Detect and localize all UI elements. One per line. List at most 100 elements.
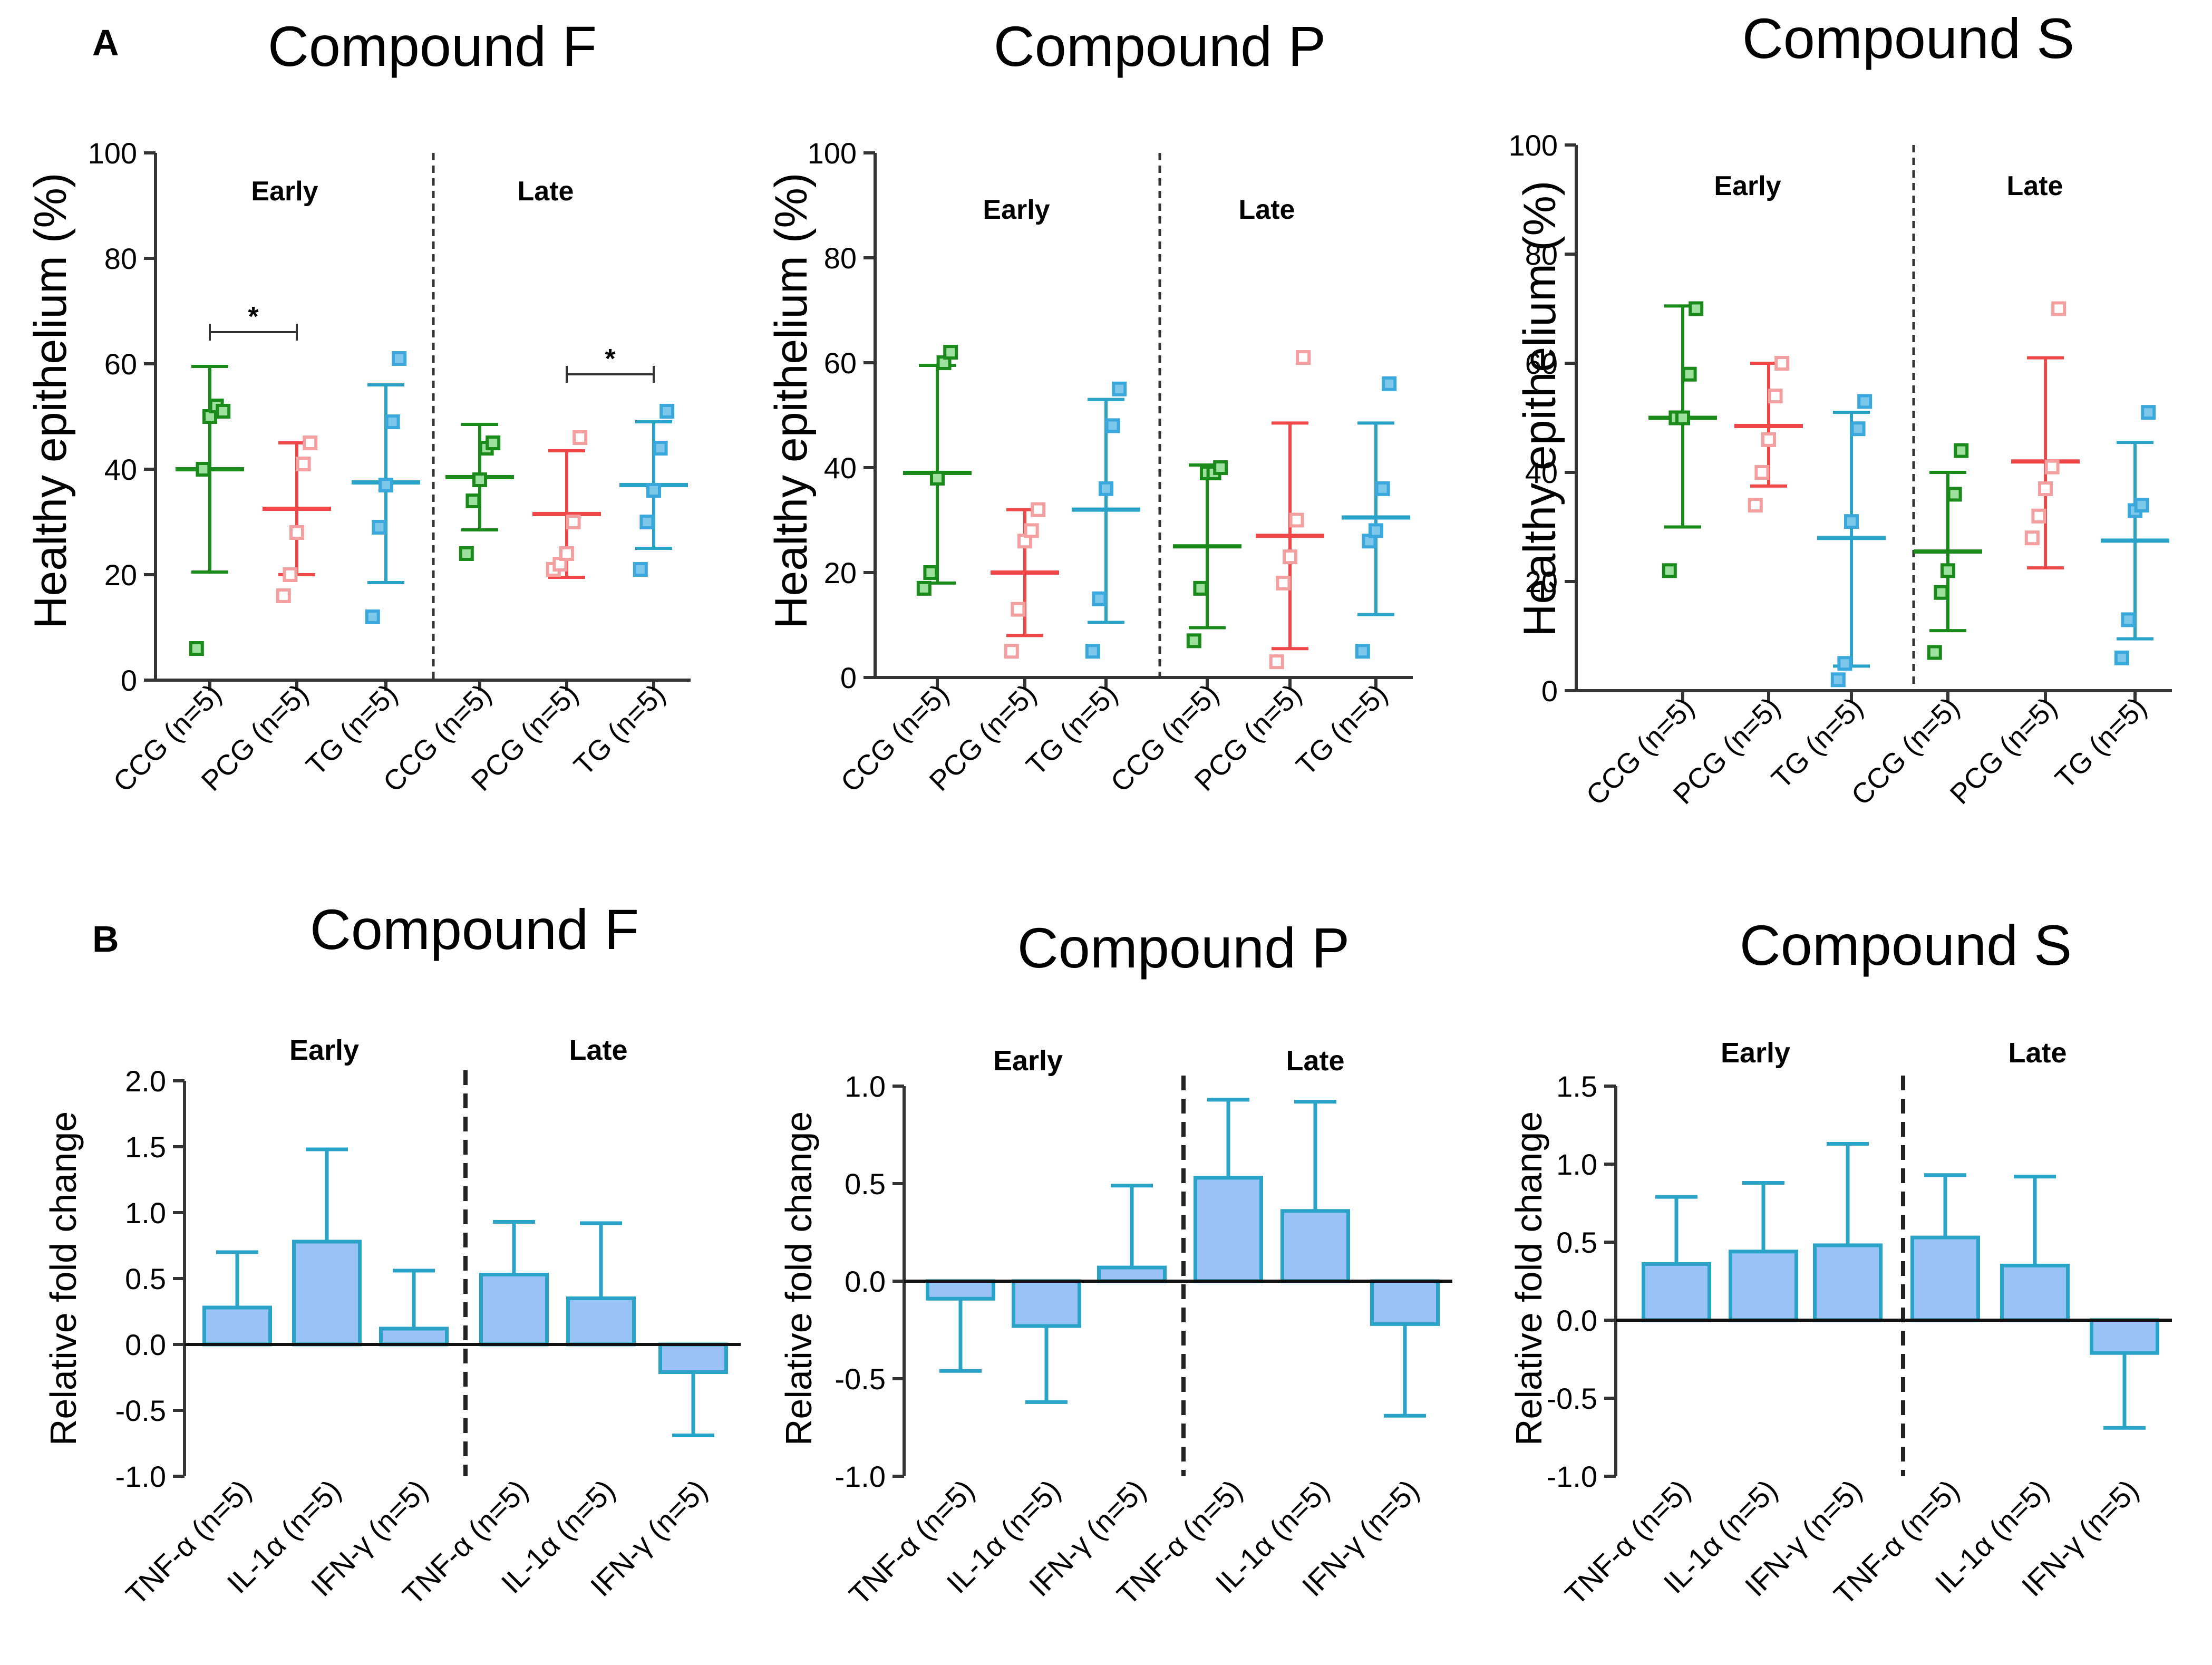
data-point (659, 404, 675, 419)
phase-label-late: Late (569, 1034, 627, 1066)
data-point (1682, 366, 1697, 382)
data-point (1761, 432, 1776, 447)
data-point (1830, 672, 1846, 688)
data-point (385, 414, 400, 429)
data-point (1662, 563, 1677, 578)
y-tick-label: 2.0 (125, 1064, 166, 1098)
data-point (1031, 502, 1046, 517)
data-point (459, 546, 474, 561)
phase-label-late: Late (2008, 1037, 2067, 1069)
phase-label-early: Early (1714, 171, 1781, 201)
bar (479, 1273, 549, 1347)
data-point (1927, 645, 1942, 660)
y-tick-label: -0.5 (115, 1394, 167, 1427)
y-tick-label: 100 (808, 137, 857, 170)
data-point (2134, 498, 2149, 513)
data-point (1748, 498, 1763, 513)
data-point (943, 345, 958, 360)
data-point (639, 515, 655, 529)
y-axis-label: Healthy epithelium (%) (766, 172, 817, 628)
data-point (1754, 465, 1770, 480)
phase-label-late: Late (518, 176, 574, 207)
y-tick-label: 40 (824, 451, 857, 485)
y-tick-label: 80 (824, 241, 857, 275)
y-tick-label: -0.5 (1547, 1382, 1598, 1415)
y-tick-label: 0.0 (125, 1328, 166, 1361)
data-point (1105, 418, 1120, 433)
bar (1194, 1176, 1263, 1283)
phase-label-early: Early (251, 176, 318, 207)
y-axis-label: Relative fold change (778, 1111, 819, 1446)
data-point (1941, 563, 1955, 578)
panel-label-a: A (92, 22, 119, 63)
bar (1813, 1243, 1883, 1322)
bar (1910, 1235, 1980, 1322)
y-tick-label: 0 (121, 664, 137, 697)
y-tick-label: -1.0 (1547, 1460, 1598, 1493)
y-tick-label: 60 (824, 346, 857, 380)
panel-label-b: B (92, 918, 119, 960)
phase-label-early: Early (1721, 1037, 1790, 1069)
y-tick-label: 0.5 (125, 1262, 166, 1295)
bar (1097, 1265, 1167, 1283)
data-point (1382, 376, 1397, 391)
data-point (1099, 481, 1113, 496)
data-point (2114, 650, 2129, 665)
y-axis-label: Relative fold change (43, 1111, 84, 1446)
data-point (633, 562, 648, 577)
data-point (303, 435, 318, 450)
y-tick-label: 20 (1525, 565, 1558, 598)
bar (2090, 1318, 2159, 1355)
data-point (1675, 410, 1690, 425)
y-tick-label: 1.0 (1556, 1148, 1597, 1181)
data-point (1112, 381, 1127, 396)
data-point (392, 351, 407, 366)
bar (1370, 1279, 1440, 1326)
data-point (1774, 356, 1790, 371)
y-tick-label: 1.0 (845, 1070, 886, 1103)
bar (1642, 1262, 1711, 1322)
data-point (472, 472, 487, 487)
data-point (1844, 514, 1859, 529)
chart-title: Compound P (994, 14, 1326, 78)
bar (658, 1342, 728, 1374)
data-point (1276, 575, 1291, 591)
data-point (1085, 644, 1100, 659)
data-point (365, 609, 380, 624)
data-point (216, 404, 231, 419)
y-axis-label: Healthy epithelium (%) (25, 172, 76, 628)
y-tick-label: 60 (1525, 347, 1558, 380)
data-point (916, 580, 932, 596)
data-point (486, 435, 501, 450)
y-tick-label: 0 (840, 661, 857, 694)
bar (566, 1296, 636, 1347)
y-tick-label: -0.5 (835, 1362, 886, 1396)
data-point (1947, 487, 1962, 502)
data-point (930, 470, 945, 486)
chart-title: Compound P (1017, 916, 1350, 980)
phase-label-late: Late (1239, 195, 1295, 225)
phase-label-late: Late (2007, 171, 2063, 201)
significance-label: * (248, 302, 259, 332)
y-tick-label: 0.0 (1556, 1304, 1597, 1337)
data-point (283, 567, 298, 582)
y-tick-label: 20 (824, 556, 857, 589)
data-point (2031, 508, 2046, 524)
data-point (1092, 591, 1107, 606)
data-point (1768, 389, 1783, 404)
y-tick-label: 100 (88, 137, 137, 170)
y-tick-label: 1.5 (1556, 1070, 1597, 1103)
bar (2000, 1263, 2070, 1322)
y-tick-label: 1.0 (125, 1196, 166, 1230)
data-point (559, 546, 574, 561)
data-point (1004, 644, 1019, 659)
phase-label-late: Late (1286, 1045, 1344, 1077)
data-point (1283, 549, 1297, 565)
y-tick-label: 0 (1541, 674, 1558, 708)
y-tick-label: 0.5 (845, 1167, 886, 1201)
y-axis-label: Healthy epithelium (%) (1515, 180, 1565, 636)
data-point (1689, 301, 1704, 316)
data-point (1213, 460, 1228, 475)
data-point (1296, 350, 1311, 365)
